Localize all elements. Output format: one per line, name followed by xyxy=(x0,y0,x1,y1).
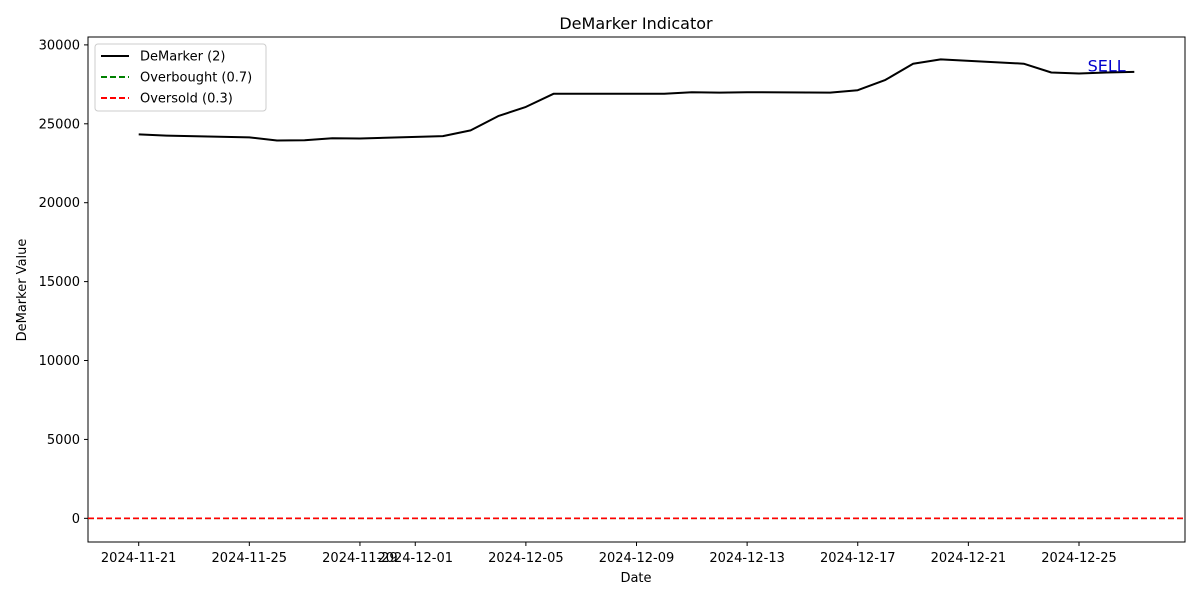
x-tick-label: 2024-11-21 xyxy=(101,551,177,566)
y-axis-label: DeMarker Value xyxy=(15,239,30,342)
legend-label: Oversold (0.3) xyxy=(140,92,233,107)
y-axis: 0 5000 10000 15000 20000 25000 30000 xyxy=(39,38,88,526)
y-tick-label: 0 xyxy=(72,512,80,527)
x-tick-label: 2024-12-25 xyxy=(1041,551,1117,566)
legend-label: Overbought (0.7) xyxy=(140,71,252,86)
y-tick-label: 20000 xyxy=(39,196,80,211)
series-layer xyxy=(139,59,1135,140)
signal-annotation: SELL xyxy=(1088,56,1126,75)
series-line xyxy=(139,59,1135,140)
plot-area xyxy=(88,37,1185,542)
legend: DeMarker (2) Overbought (0.7) Oversold (0.… xyxy=(95,44,266,111)
chart-title: DeMarker Indicator xyxy=(559,14,713,33)
annotations-layer: SELL xyxy=(1088,56,1126,75)
x-axis-label: Date xyxy=(620,571,651,586)
x-tick-label: 2024-12-13 xyxy=(709,551,785,566)
x-tick-label: 2024-12-01 xyxy=(377,551,453,566)
x-tick-label: 2024-12-09 xyxy=(599,551,675,566)
y-tick-label: 5000 xyxy=(47,433,80,448)
y-tick-label: 10000 xyxy=(39,354,80,369)
y-tick-label: 30000 xyxy=(39,38,80,53)
y-tick-label: 15000 xyxy=(39,275,80,290)
x-tick-label: 2024-12-05 xyxy=(488,551,564,566)
x-tick-label: 2024-12-21 xyxy=(931,551,1007,566)
x-tick-label: 2024-11-25 xyxy=(212,551,288,566)
x-tick-label: 2024-12-17 xyxy=(820,551,896,566)
y-tick-label: 25000 xyxy=(39,117,80,132)
legend-label: DeMarker (2) xyxy=(140,50,226,65)
